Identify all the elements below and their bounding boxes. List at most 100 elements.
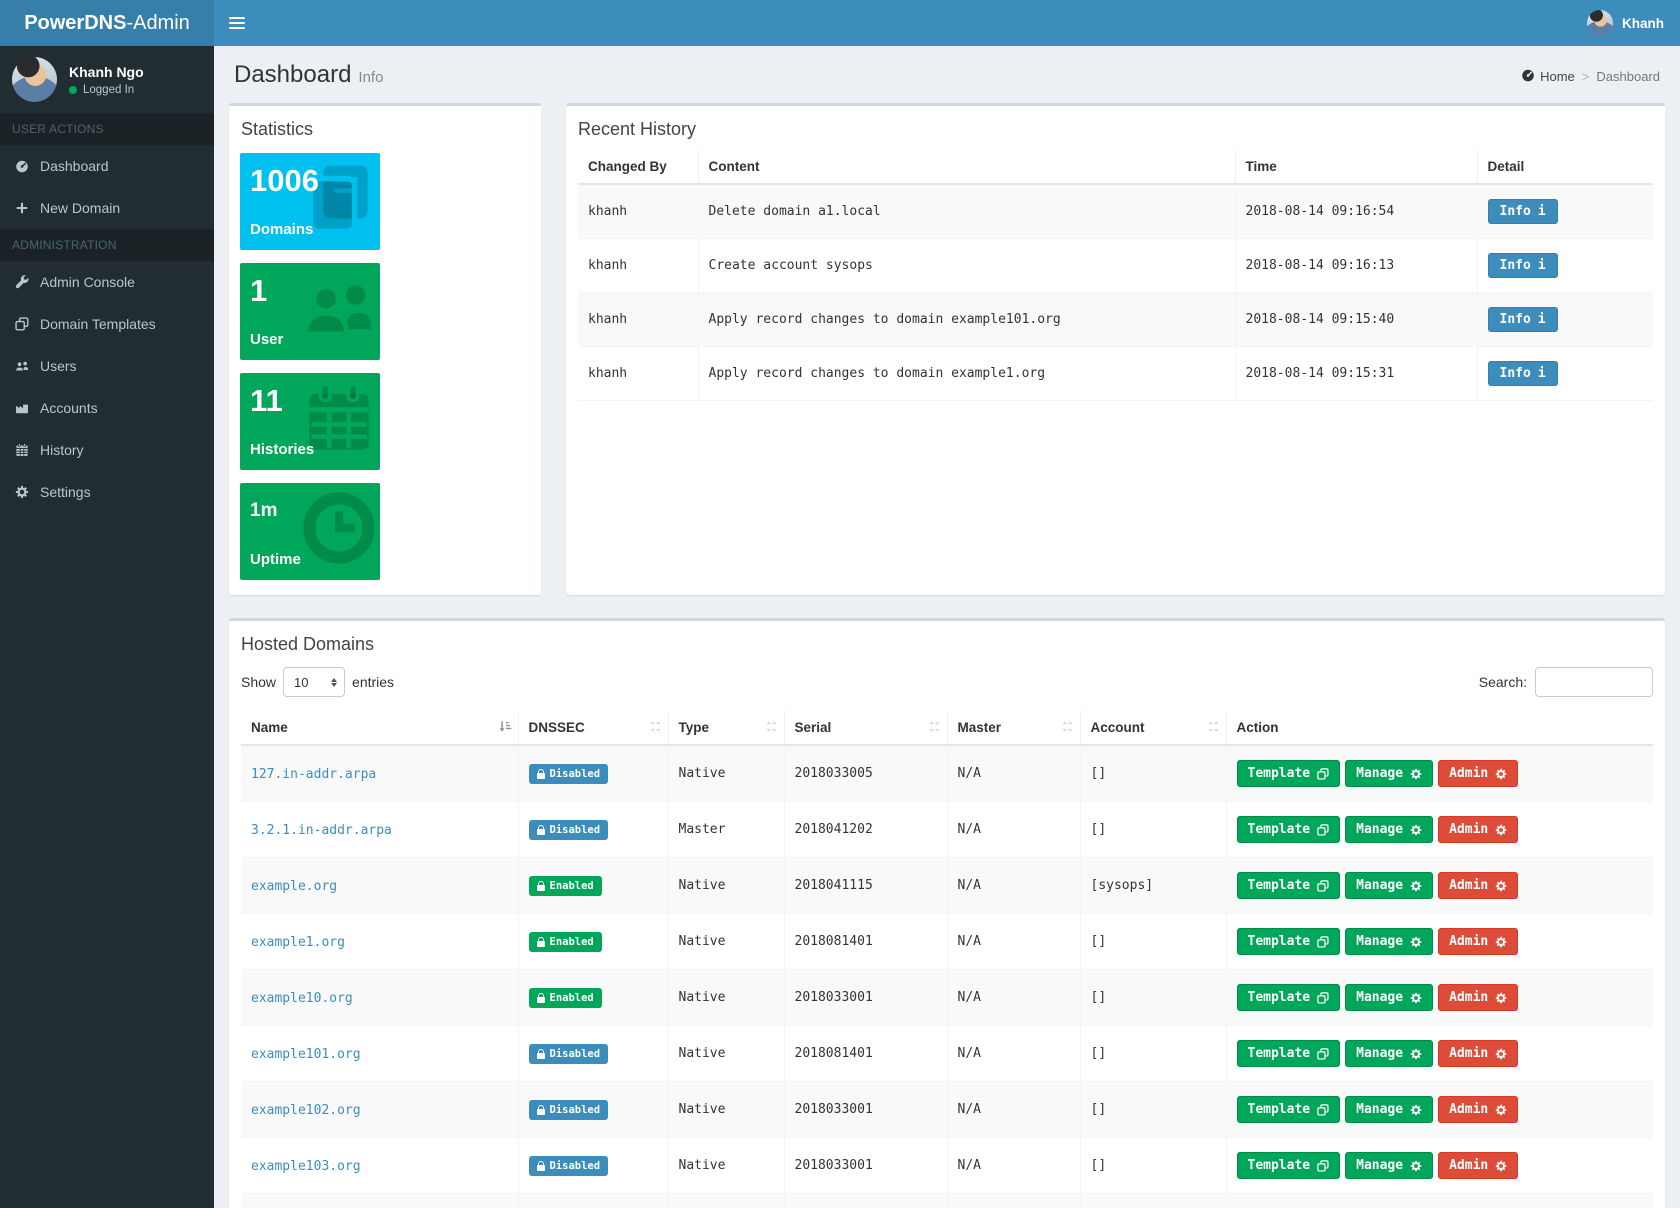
lock-icon	[537, 997, 545, 1003]
calendar-icon	[14, 443, 29, 457]
sidebar-user-panel: Khanh Ngo Logged In	[0, 46, 214, 113]
domain-link[interactable]: 127.in-addr.arpa	[251, 767, 376, 782]
sidebar-user-name: Khanh Ngo	[69, 64, 144, 80]
template-button[interactable]: Template	[1237, 1152, 1341, 1179]
template-button[interactable]: Template	[1237, 760, 1341, 787]
sidebar-item-new-domain[interactable]: New Domain	[0, 187, 214, 229]
dnssec-badge[interactable]: Enabled	[529, 988, 602, 1008]
clone-icon	[1317, 880, 1329, 892]
manage-button[interactable]: Manage	[1345, 1152, 1433, 1179]
plus-icon	[14, 201, 29, 215]
hosted-domains-table: NameDNSSECTypeSerialMasterAccountAction …	[241, 711, 1653, 1208]
manage-button[interactable]: Manage	[1345, 1040, 1433, 1067]
sidebar-item-accounts[interactable]: Accounts	[0, 387, 214, 429]
sort-icon	[765, 720, 778, 736]
sidebar-item-dashboard[interactable]: Dashboard	[0, 145, 214, 187]
dnssec-badge[interactable]: Disabled	[529, 1100, 609, 1120]
sort-icon	[649, 720, 662, 736]
sort-icon	[928, 720, 941, 736]
domains-column-header-master[interactable]: Master	[947, 711, 1080, 745]
page-title: Dashboard	[234, 61, 351, 88]
sidebar-item-label: Users	[40, 358, 77, 374]
history-cell-content: Apply record changes to domain example10…	[698, 293, 1235, 347]
domain-link[interactable]: example102.org	[251, 1103, 361, 1118]
admin-button[interactable]: Admin	[1438, 760, 1518, 787]
search-label: Search:	[1479, 674, 1527, 690]
gear-icon	[1410, 992, 1422, 1004]
domain-link[interactable]: example10.org	[251, 991, 353, 1006]
search-input[interactable]	[1535, 667, 1653, 697]
dnssec-badge[interactable]: Enabled	[529, 932, 602, 952]
domain-cell-account: [sysops]	[1080, 858, 1226, 914]
admin-button[interactable]: Admin	[1438, 872, 1518, 899]
admin-button[interactable]: Admin	[1438, 1040, 1518, 1067]
gear-icon	[1410, 768, 1422, 780]
gear-icon	[1495, 1104, 1507, 1116]
manage-button[interactable]: Manage	[1345, 928, 1433, 955]
brand-logo[interactable]: PowerDNS-Admin	[0, 0, 214, 46]
history-cell-changed_by: khanh	[578, 347, 698, 401]
domain-link[interactable]: example.org	[251, 879, 337, 894]
info-button[interactable]: Infoi	[1488, 307, 1558, 332]
manage-button[interactable]: Manage	[1345, 984, 1433, 1011]
lock-icon	[537, 829, 545, 835]
sidebar-item-history[interactable]: History	[0, 429, 214, 471]
template-button[interactable]: Template	[1237, 1096, 1341, 1123]
template-button[interactable]: Template	[1237, 1040, 1341, 1067]
sidebar-toggle-icon[interactable]	[214, 0, 260, 46]
admin-button[interactable]: Admin	[1438, 816, 1518, 843]
admin-button[interactable]: Admin	[1438, 1096, 1518, 1123]
navbar-user-menu[interactable]: Khanh	[1571, 0, 1680, 46]
template-button[interactable]: Template	[1237, 816, 1341, 843]
sidebar-item-label: Admin Console	[40, 274, 135, 290]
template-button[interactable]: Template	[1237, 928, 1341, 955]
manage-button[interactable]: Manage	[1345, 816, 1433, 843]
domain-cell-account: []	[1080, 745, 1226, 802]
domains-column-header-name[interactable]: Name	[241, 711, 518, 745]
brand-bold: PowerDNS	[24, 12, 126, 35]
sidebar-item-settings[interactable]: Settings	[0, 471, 214, 513]
sidebar-item-users[interactable]: Users	[0, 345, 214, 387]
dnssec-badge[interactable]: Disabled	[529, 820, 609, 840]
breadcrumb-home-link[interactable]: Home	[1521, 68, 1575, 85]
dnssec-badge[interactable]: Disabled	[529, 764, 609, 784]
stat-value: 1m	[250, 500, 370, 522]
domain-cell-master: N/A	[947, 745, 1080, 802]
domain-link[interactable]: example1.org	[251, 935, 345, 950]
sidebar-item-admin-console[interactable]: Admin Console	[0, 261, 214, 303]
domain-cell-account: []	[1080, 970, 1226, 1026]
manage-button[interactable]: Manage	[1345, 1096, 1433, 1123]
history-cell-content: Apply record changes to domain example1.…	[698, 347, 1235, 401]
template-button[interactable]: Template	[1237, 872, 1341, 899]
gear-icon	[14, 485, 29, 499]
domains-column-header-dnssec[interactable]: DNSSEC	[518, 711, 668, 745]
sidebar-section-label: USER ACTIONS	[0, 113, 214, 145]
domain-link[interactable]: example101.org	[251, 1047, 361, 1062]
page-length-select[interactable]: 10	[283, 667, 345, 697]
info-button[interactable]: Infoi	[1488, 361, 1558, 386]
dnssec-badge[interactable]: Enabled	[529, 876, 602, 896]
domains-column-header-account[interactable]: Account	[1080, 711, 1226, 745]
sidebar-item-domain-templates[interactable]: Domain Templates	[0, 303, 214, 345]
clone-icon	[1317, 1160, 1329, 1172]
dnssec-badge[interactable]: Disabled	[529, 1156, 609, 1176]
domains-column-header-serial[interactable]: Serial	[784, 711, 947, 745]
gear-icon	[1410, 880, 1422, 892]
admin-button[interactable]: Admin	[1438, 1152, 1518, 1179]
manage-button[interactable]: Manage	[1345, 872, 1433, 899]
clone-icon	[1317, 824, 1329, 836]
domain-cell-master: N/A	[947, 1194, 1080, 1208]
domain-link[interactable]: 3.2.1.in-addr.arpa	[251, 823, 392, 838]
domains-column-header-action: Action	[1226, 711, 1653, 745]
domains-column-header-type[interactable]: Type	[668, 711, 784, 745]
gear-icon	[1410, 1160, 1422, 1172]
template-button[interactable]: Template	[1237, 984, 1341, 1011]
domain-link[interactable]: example103.org	[251, 1159, 361, 1174]
dnssec-badge[interactable]: Disabled	[529, 1044, 609, 1064]
info-button[interactable]: Infoi	[1488, 199, 1558, 224]
manage-button[interactable]: Manage	[1345, 760, 1433, 787]
info-button[interactable]: Infoi	[1488, 253, 1558, 278]
admin-button[interactable]: Admin	[1438, 984, 1518, 1011]
clone-icon	[1317, 768, 1329, 780]
admin-button[interactable]: Admin	[1438, 928, 1518, 955]
